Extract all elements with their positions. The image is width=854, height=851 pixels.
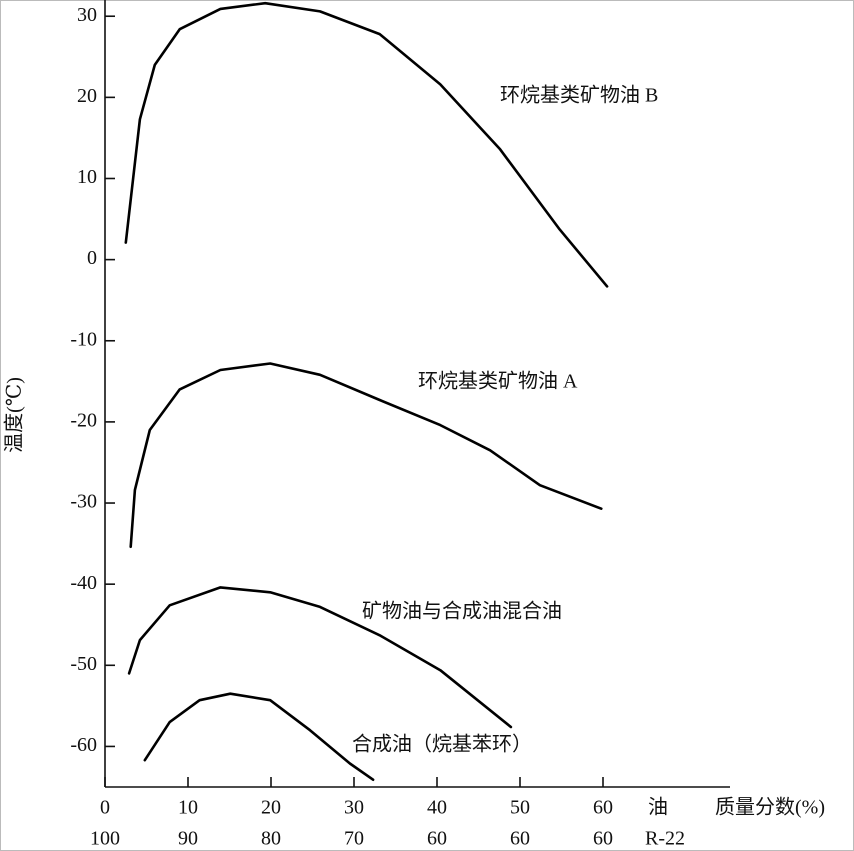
- x2-tick-label: 70: [344, 828, 364, 850]
- y-tick-label: -10: [70, 328, 97, 350]
- curve-label: 合成油（烷基苯环）: [352, 733, 532, 756]
- y-tick-label: -20: [70, 409, 97, 431]
- x-row-label: 油: [648, 796, 668, 819]
- y-tick-label: -40: [70, 572, 97, 594]
- curve: [129, 362, 603, 549]
- x-tick-label: 50: [510, 797, 530, 819]
- y-axis-label: 温度(℃): [3, 377, 26, 453]
- x-tick-label: 10: [178, 797, 198, 819]
- y-tick-label: -50: [70, 653, 97, 675]
- curve-label: 环烷基类矿物油 B: [500, 84, 658, 107]
- x2-tick-label: 100: [90, 828, 120, 850]
- x-tick-label: 30: [344, 797, 364, 819]
- x-row-label: R-22: [645, 828, 685, 850]
- x2-tick-label: 80: [261, 828, 281, 850]
- curve-label: 环烷基类矿物油 A: [418, 370, 578, 393]
- curve-label: 矿物油与合成油混合油: [362, 600, 562, 623]
- x-axis-label: 质量分数(%): [715, 796, 825, 819]
- curve: [127, 586, 513, 729]
- x-tick-label: 0: [100, 797, 110, 819]
- curve: [143, 692, 375, 781]
- x2-tick-label: 60: [593, 828, 613, 850]
- x2-tick-label: 60: [510, 828, 530, 850]
- x2-tick-label: 60: [427, 828, 447, 850]
- curve: [124, 1, 609, 288]
- x-tick-label: 40: [427, 797, 447, 819]
- y-tick-label: 30: [77, 4, 97, 26]
- y-tick-label: -30: [70, 491, 97, 513]
- y-tick-label: 0: [87, 247, 97, 269]
- x2-tick-label: 90: [178, 828, 198, 850]
- x-tick-label: 60: [593, 797, 613, 819]
- y-tick-label: 20: [77, 85, 97, 107]
- y-tick-label: -60: [70, 734, 97, 756]
- x-tick-label: 20: [261, 797, 281, 819]
- y-tick-label: 10: [77, 166, 97, 188]
